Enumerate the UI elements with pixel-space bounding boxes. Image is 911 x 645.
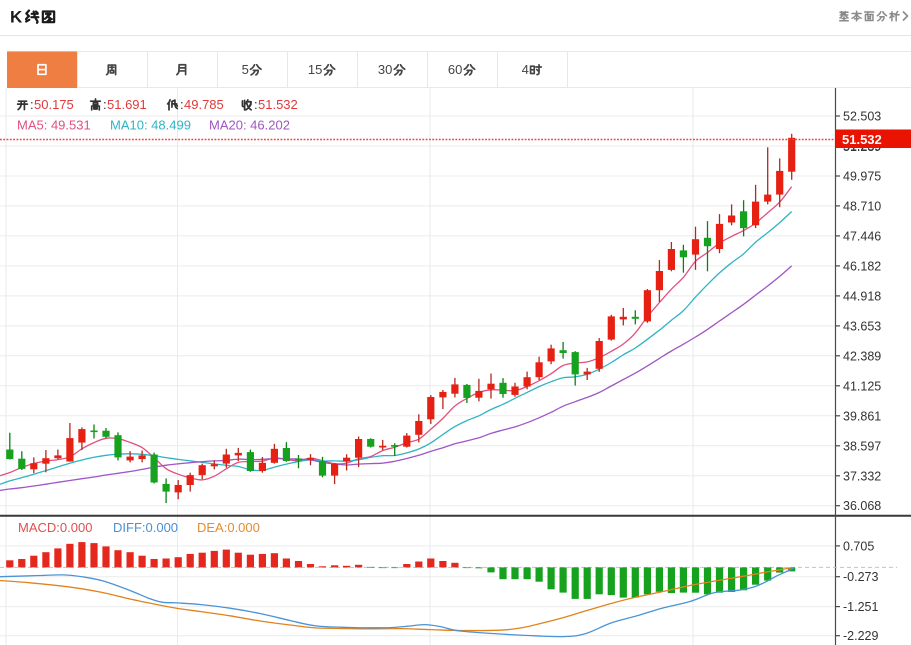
svg-text:5: 5 <box>242 62 249 77</box>
svg-text:48.710: 48.710 <box>843 199 881 213</box>
svg-text:51.532: 51.532 <box>258 97 298 112</box>
svg-text:39.861: 39.861 <box>843 409 881 423</box>
svg-text::: : <box>254 97 258 112</box>
svg-text:46.182: 46.182 <box>843 259 881 273</box>
svg-text:43.653: 43.653 <box>843 319 881 333</box>
svg-text:-0.273: -0.273 <box>843 570 878 584</box>
svg-text:36.068: 36.068 <box>843 499 881 513</box>
svg-text:41.125: 41.125 <box>843 379 881 393</box>
svg-text:MA5: 49.531: MA5: 49.531 <box>17 118 91 133</box>
svg-text:37.332: 37.332 <box>843 469 881 483</box>
svg-text:49.785: 49.785 <box>184 97 224 112</box>
svg-text:47.446: 47.446 <box>843 229 881 243</box>
svg-text:DIFF:0.000: DIFF:0.000 <box>113 520 178 535</box>
svg-text:DEA:0.000: DEA:0.000 <box>197 520 260 535</box>
svg-text:15: 15 <box>308 62 322 77</box>
svg-text:52.503: 52.503 <box>843 110 881 124</box>
svg-text:50.175: 50.175 <box>34 97 74 112</box>
svg-text::: : <box>103 97 107 112</box>
svg-text:42.389: 42.389 <box>843 349 881 363</box>
svg-text:MACD:0.000: MACD:0.000 <box>18 520 92 535</box>
svg-text:MA20: 46.202: MA20: 46.202 <box>209 118 290 133</box>
svg-text:51.691: 51.691 <box>107 97 147 112</box>
svg-text:30: 30 <box>378 62 392 77</box>
svg-text:38.597: 38.597 <box>843 439 881 453</box>
svg-text:49.975: 49.975 <box>843 170 881 184</box>
svg-text:MA10: 48.499: MA10: 48.499 <box>110 118 191 133</box>
svg-text:4: 4 <box>522 62 529 77</box>
svg-text:-2.229: -2.229 <box>843 629 878 643</box>
svg-text:0.705: 0.705 <box>843 539 874 553</box>
svg-text:51.532: 51.532 <box>842 132 882 147</box>
svg-text:44.918: 44.918 <box>843 289 881 303</box>
svg-text::: : <box>180 97 184 112</box>
svg-text:K: K <box>10 8 23 27</box>
svg-text:-1.251: -1.251 <box>843 600 878 614</box>
svg-text::: : <box>30 97 34 112</box>
svg-text:60: 60 <box>448 62 462 77</box>
